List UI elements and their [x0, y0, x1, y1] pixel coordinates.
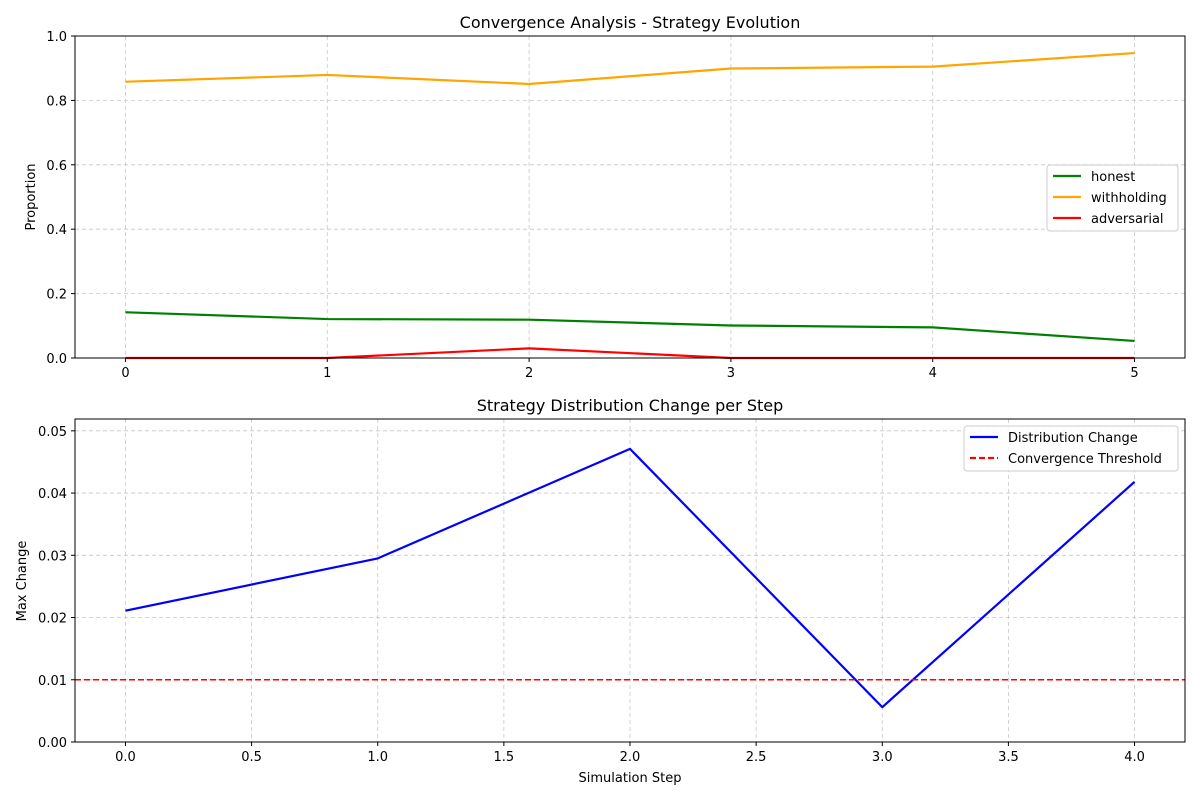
legend-label: Distribution Change	[1008, 431, 1138, 446]
series-line-distribution-change	[125, 447, 1136, 709]
legend: honest withholding adversarial	[1046, 164, 1179, 232]
legend-box	[1046, 164, 1179, 232]
series-line-honest	[125, 311, 1135, 343]
y-tick-label: 0.04	[38, 487, 67, 502]
y-tick-label: 0.02	[38, 612, 67, 627]
y-tick-label: 1.0	[46, 30, 67, 45]
legend-box	[963, 425, 1179, 472]
x-tick-label: 2.5	[746, 750, 767, 765]
chart-title: Strategy Distribution Change per Step	[477, 396, 784, 415]
x-tick-label: 2.0	[620, 750, 641, 765]
y-tick-label: 0.2	[46, 288, 67, 303]
legend-label: honest	[1091, 170, 1135, 185]
axes-frame	[74, 35, 1186, 359]
x-tick-label: 5	[1130, 366, 1138, 381]
x-tick-label: 4	[929, 366, 937, 381]
legend-label: withholding	[1091, 191, 1167, 206]
x-axis-label: Simulation Step	[579, 771, 682, 786]
x-tick-label: 1	[323, 366, 331, 381]
y-axis-label: Max Change	[15, 541, 30, 622]
y-tick-label: 0.03	[38, 549, 67, 564]
y-tick-label: 0.4	[46, 223, 67, 238]
x-tick-label: 0	[121, 366, 129, 381]
chart-distribution-change: Strategy Distribution Change per Step Ma…	[15, 396, 1186, 786]
y-tick-label: 0.05	[38, 425, 67, 440]
y-tick-label: 0.01	[38, 674, 67, 689]
x-tick-label: 3.0	[872, 750, 893, 765]
x-tick-label: 2	[525, 366, 533, 381]
x-tick-label: 0.0	[115, 750, 136, 765]
x-tick-label: 1.0	[367, 750, 388, 765]
x-tick-label: 3	[727, 366, 735, 381]
chart-strategy-evolution: Convergence Analysis - Strategy Evolutio…	[24, 13, 1186, 381]
x-tick-label: 4.0	[1124, 750, 1145, 765]
y-tick-label: 0.8	[46, 94, 67, 109]
legend-label: adversarial	[1091, 212, 1164, 227]
x-tick-label: 0.5	[241, 750, 262, 765]
x-tick-label: 1.5	[494, 750, 515, 765]
legend-label: Convergence Threshold	[1008, 452, 1162, 467]
legend: Distribution Change Convergence Threshold	[963, 425, 1179, 472]
x-tick-label: 3.5	[998, 750, 1019, 765]
y-tick-label: 0.6	[46, 159, 67, 174]
y-axis-label: Proportion	[24, 163, 39, 230]
y-tick-label: 0.00	[38, 736, 67, 751]
series-line-withholding	[125, 51, 1135, 86]
y-tick-label: 0.0	[46, 352, 67, 367]
chart-title: Convergence Analysis - Strategy Evolutio…	[460, 13, 801, 32]
